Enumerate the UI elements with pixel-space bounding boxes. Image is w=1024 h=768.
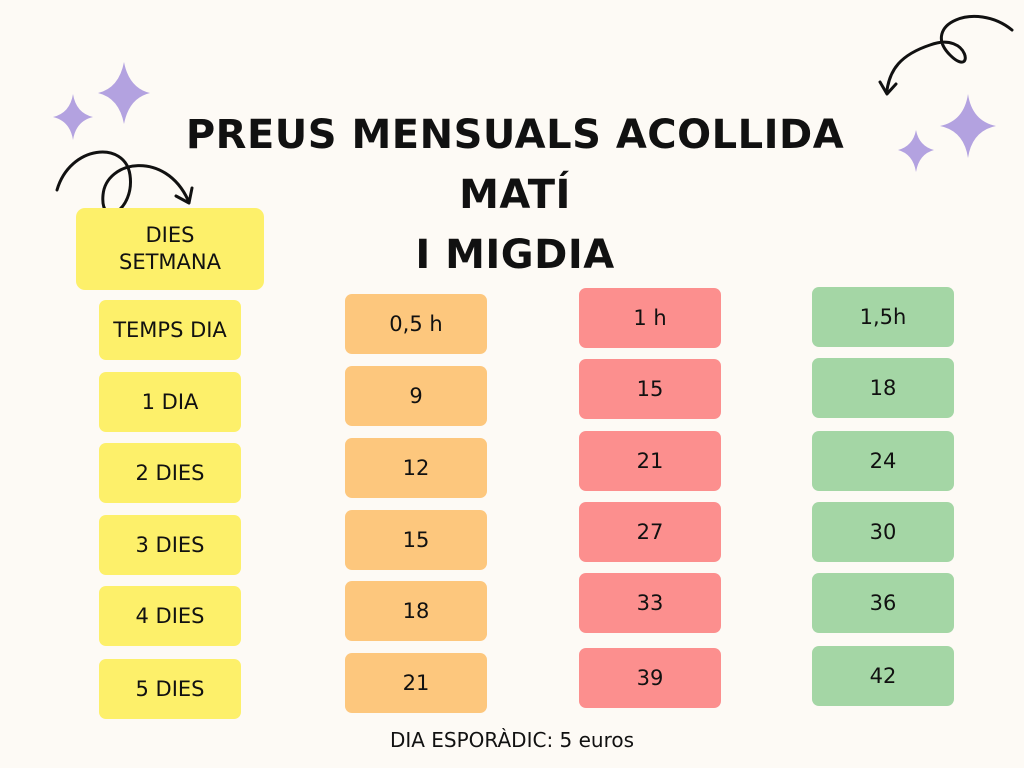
price-cell: 42 [812,646,954,706]
column-header-cell: 1,5h [812,287,954,347]
price-cell: 39 [579,648,721,708]
price-value: 27 [636,520,664,544]
price-value: 33 [636,591,664,615]
price-value: 12 [402,456,430,480]
price-cell: 21 [579,431,721,491]
row-label-cell: 2 DIES [99,443,241,503]
row-label-cell: 5 DIES [99,659,241,719]
price-value: 36 [869,591,897,615]
price-cell: 24 [812,431,954,491]
time-header-label: TEMPS DIA [113,318,227,342]
price-value: 18 [402,599,430,623]
column-header-cell: 0,5 h [345,294,487,354]
time-header-cell: TEMPS DIA [99,300,241,360]
price-cell: 12 [345,438,487,498]
column-header-label: 1,5h [859,305,907,329]
sparkle-icon [98,62,150,124]
row-label-cell: 1 DIA [99,372,241,432]
price-cell: 33 [579,573,721,633]
days-header-cell: DIES SETMANA [76,208,264,290]
price-value: 24 [869,449,897,473]
price-cell: 30 [812,502,954,562]
price-cell: 9 [345,366,487,426]
row-label-cell: 4 DIES [99,586,241,646]
price-value: 21 [636,449,664,473]
column-header-cell: 1 h [579,288,721,348]
price-cell: 21 [345,653,487,713]
curly-arrow-head-icon [878,80,898,96]
row-label: 4 DIES [135,604,205,628]
price-cell: 15 [345,510,487,570]
sparkle-icon [53,94,93,140]
price-cell: 27 [579,502,721,562]
price-value: 21 [402,671,430,695]
sporadic-day-note: DIA ESPORÀDIC: 5 euros [389,728,635,752]
row-label: 3 DIES [135,533,205,557]
price-cell: 18 [345,581,487,641]
row-label: 5 DIES [135,677,205,701]
days-header-label: DIES SETMANA [119,223,221,274]
price-value: 42 [869,664,897,688]
sparkle-icon [898,130,934,172]
title-line-1: PREUS MENSUALS ACOLLIDA MATÍ [185,112,845,218]
price-cell: 15 [579,359,721,419]
price-value: 39 [636,666,664,690]
price-cell: 18 [812,358,954,418]
title-line-2: I MIGDIA [415,232,615,278]
row-label: 2 DIES [135,461,205,485]
column-header-label: 0,5 h [389,312,443,336]
curly-arrow-head-icon [174,186,194,205]
price-value: 15 [636,377,664,401]
curly-arrow-icon [885,14,1014,92]
sparkle-icon [940,94,996,158]
page-title: PREUS MENSUALS ACOLLIDA MATÍ I MIGDIA [140,105,890,285]
row-label-cell: 3 DIES [99,515,241,575]
price-value: 9 [409,384,423,408]
price-value: 15 [402,528,430,552]
price-value: 30 [869,520,897,544]
price-cell: 36 [812,573,954,633]
column-header-label: 1 h [633,306,667,330]
price-value: 18 [869,376,897,400]
row-label: 1 DIA [141,390,199,414]
